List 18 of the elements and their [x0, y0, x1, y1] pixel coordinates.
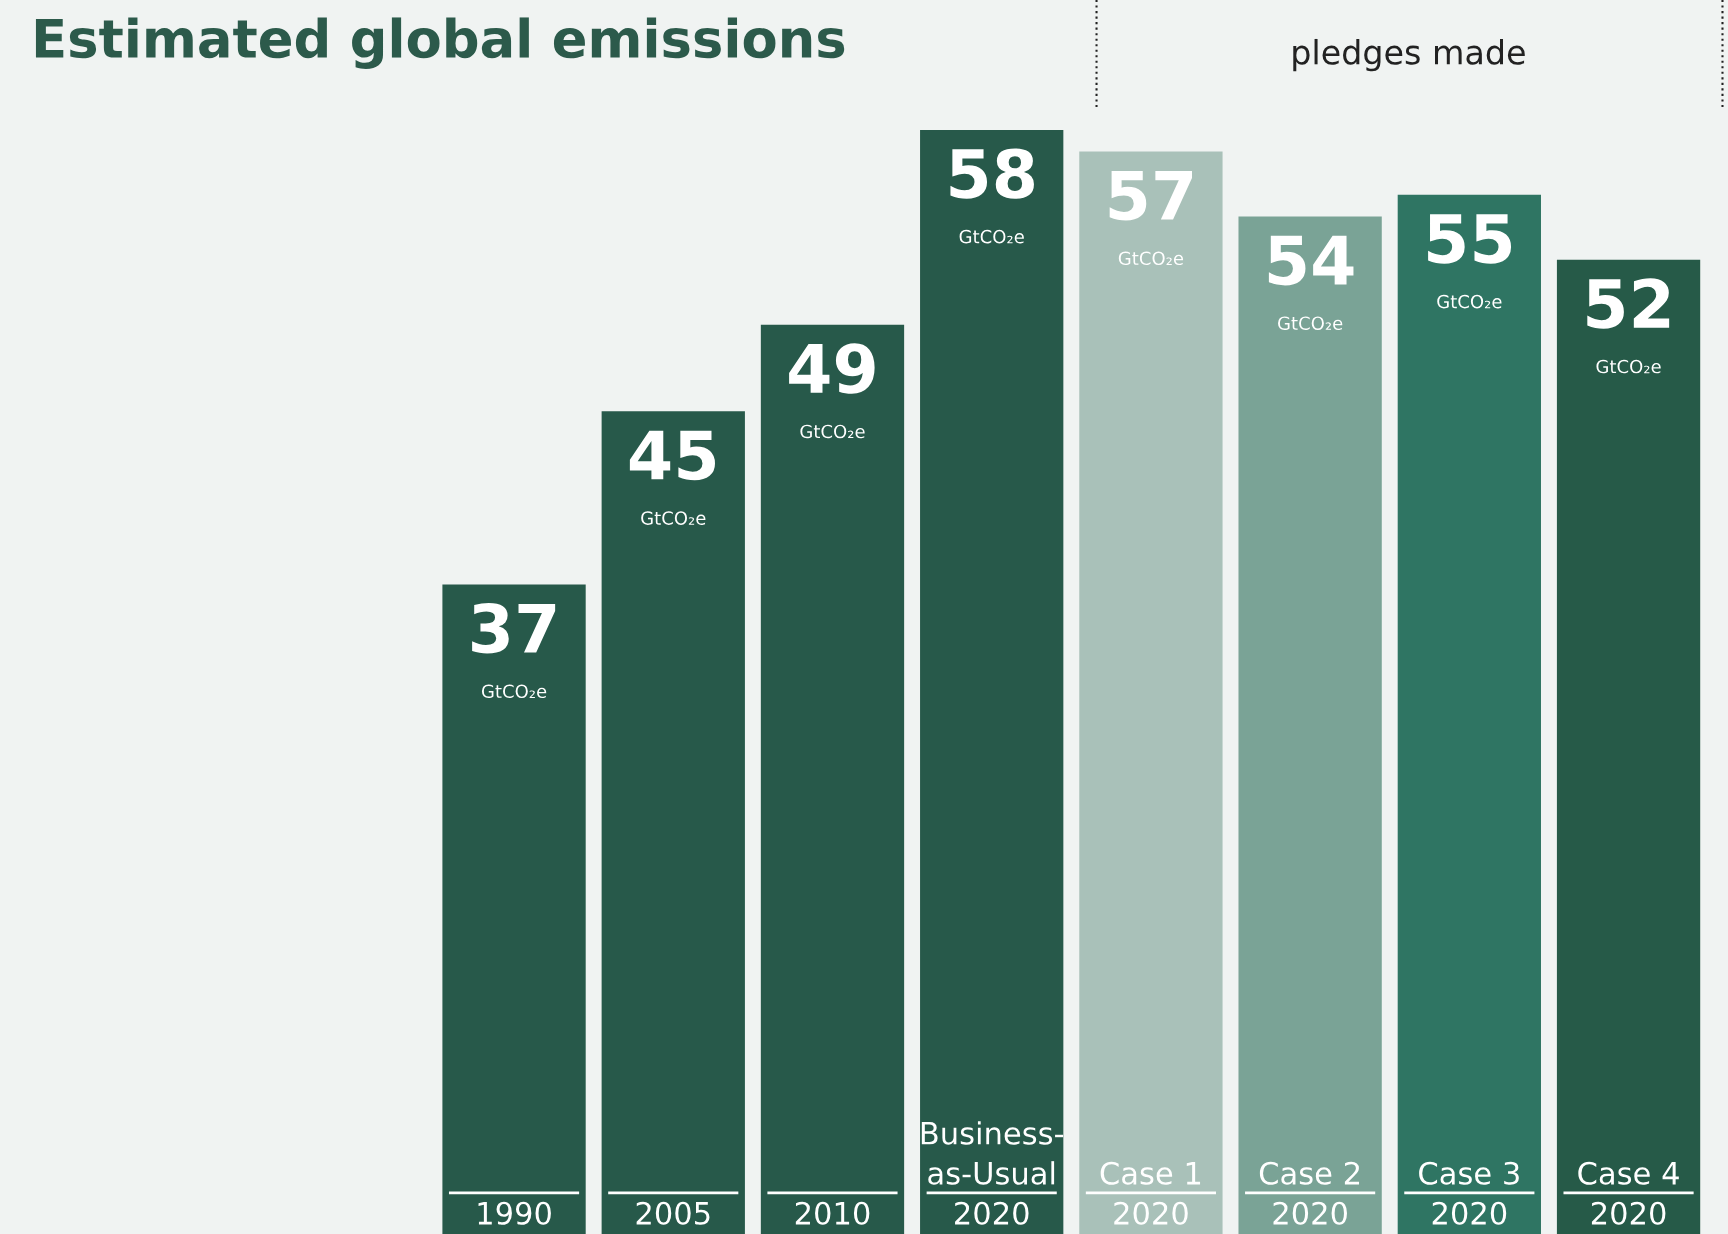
annotation: pledges made [1293, 38, 1525, 72]
data-label: 57 GtCO₂e [1109, 170, 1192, 266]
x-tick-label: Case 3 2020 [1419, 1161, 1519, 1225]
x-tick-label: Case 1 2020 [1100, 1161, 1201, 1225]
data-label: 37 GtCO₂e [472, 603, 556, 699]
data-label: 49 GtCO₂e [789, 343, 875, 439]
data-label: 54 GtCO₂e [1268, 235, 1354, 331]
data-label: 45 GtCO₂e [629, 430, 715, 525]
x-tick-label: 2010 [795, 1201, 870, 1225]
x-tick-label: Business- as-Usual 2020 [921, 1121, 1064, 1225]
data-label: 55 GtCO₂e [1428, 214, 1512, 309]
x-tick-label: 1990 [478, 1201, 551, 1225]
x-tick-label: Case 4 2020 [1578, 1161, 1679, 1225]
data-label: 58 GtCO₂e [950, 148, 1034, 244]
data-label: 52 GtCO₂e [1587, 278, 1670, 374]
x-tick-label: 2005 [636, 1201, 710, 1225]
x-tick-label: Case 2 2020 [1259, 1161, 1360, 1225]
chart-title: Estimated global emissions [35, 17, 845, 69]
